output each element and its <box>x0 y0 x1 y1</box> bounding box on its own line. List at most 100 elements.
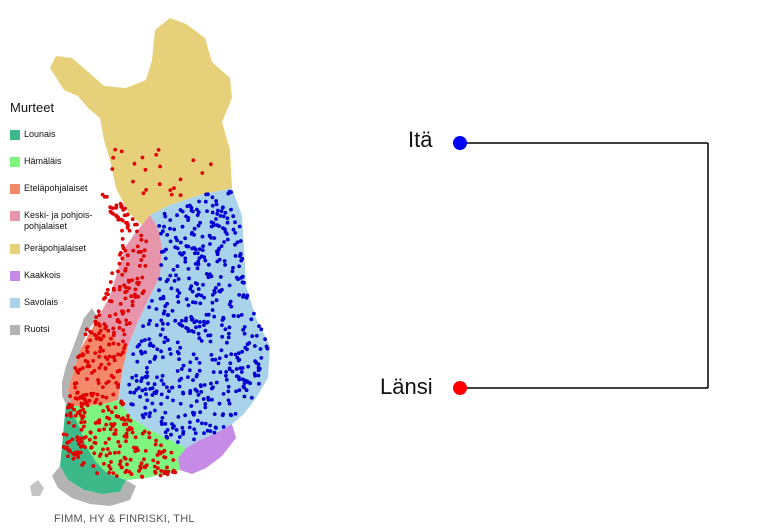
sample-dot <box>78 409 83 413</box>
sample-dot <box>205 428 210 433</box>
sample-dot <box>195 207 199 212</box>
sample-dot <box>106 328 111 333</box>
sample-dot <box>244 388 249 393</box>
sample-dot <box>168 273 173 278</box>
sample-dot <box>130 375 135 380</box>
sample-dot <box>225 237 230 242</box>
legend-label: Hämäläis <box>24 156 62 166</box>
sample-dot <box>116 385 120 389</box>
sample-dot <box>88 338 92 343</box>
sample-dot <box>208 234 212 239</box>
sample-dot <box>203 421 208 426</box>
sample-dot <box>241 328 246 332</box>
sample-dot <box>224 354 229 359</box>
sample-dot <box>170 385 174 390</box>
sample-dot <box>101 385 105 389</box>
sample-dot <box>91 359 96 363</box>
sample-dot <box>88 430 93 435</box>
sample-dot <box>123 206 127 211</box>
sample-dot <box>192 245 197 250</box>
sample-dot <box>66 420 71 425</box>
sample-dot <box>143 167 148 172</box>
sample-dot <box>124 289 129 294</box>
sample-dot <box>135 244 140 249</box>
sample-dot <box>209 220 214 225</box>
sample-dot <box>129 294 134 298</box>
sample-dot <box>217 401 222 406</box>
sample-dot <box>240 280 245 285</box>
sample-dot <box>218 214 223 218</box>
sample-dot <box>72 381 77 386</box>
sample-dot <box>186 267 191 271</box>
sample-dot <box>167 389 171 393</box>
sample-dot <box>93 319 98 324</box>
sample-dot <box>101 409 106 413</box>
sample-dot <box>237 264 242 269</box>
sample-dot <box>148 318 152 323</box>
sample-dot <box>120 465 124 470</box>
sample-dot <box>111 424 115 428</box>
sample-dot <box>209 381 213 386</box>
sample-dot <box>160 373 165 378</box>
sample-dot <box>229 190 233 195</box>
sample-dot <box>168 218 173 223</box>
sample-dot <box>121 328 126 332</box>
sample-dot <box>161 382 166 387</box>
sample-dot <box>120 243 125 248</box>
legend-label: Peräpohjalaiset <box>24 243 87 253</box>
sample-dot <box>169 192 174 197</box>
sample-dot <box>195 389 199 393</box>
sample-dot <box>206 262 211 267</box>
sample-dot <box>225 220 230 225</box>
sample-dot <box>87 364 92 369</box>
region-etelapohjalaiset <box>68 318 128 406</box>
sample-dot <box>130 299 135 304</box>
sample-dot <box>145 370 149 375</box>
sample-dot <box>98 345 103 350</box>
sample-dot <box>175 238 180 243</box>
sample-dot <box>135 344 140 349</box>
sample-dot <box>80 352 85 357</box>
sample-dot <box>187 368 192 373</box>
sample-dot <box>202 295 207 300</box>
sample-dot <box>213 357 218 362</box>
sample-dot <box>197 199 202 204</box>
sample-dot <box>190 317 195 321</box>
sample-dot <box>94 397 99 402</box>
sample-dot <box>95 392 100 397</box>
sample-dot <box>102 427 106 432</box>
sample-dot <box>68 394 72 398</box>
sample-dot <box>104 291 109 296</box>
sample-dot <box>231 227 236 232</box>
sample-dot <box>147 431 152 435</box>
sample-dot <box>143 387 148 392</box>
sample-dot <box>172 186 176 191</box>
sample-dot <box>135 222 139 227</box>
sample-dot <box>184 297 189 302</box>
sample-dot <box>128 390 133 395</box>
sample-dot <box>107 362 111 366</box>
sample-dot <box>115 414 120 419</box>
sample-dot <box>91 464 96 468</box>
sample-dot <box>138 394 143 399</box>
sample-dot <box>239 276 244 280</box>
sample-dot <box>226 384 231 389</box>
legend-item-etelapohjalaiset: Eteläpohjalaiset <box>10 183 120 210</box>
sample-dot <box>181 390 185 395</box>
sample-dot <box>96 309 101 314</box>
sample-dot <box>223 263 228 267</box>
sample-dot <box>123 343 128 347</box>
sample-dot <box>161 450 165 454</box>
sample-dot <box>159 263 164 267</box>
sample-dot <box>161 355 165 360</box>
sample-dot <box>123 213 128 218</box>
sample-dot <box>237 224 242 229</box>
sample-dot <box>143 338 147 342</box>
sample-dot <box>237 293 242 297</box>
sample-dot <box>84 392 89 397</box>
sample-dot <box>116 440 121 444</box>
sample-dot <box>196 259 201 264</box>
sample-dot <box>175 264 180 269</box>
sample-dot <box>64 432 69 437</box>
sample-dot <box>131 352 136 356</box>
